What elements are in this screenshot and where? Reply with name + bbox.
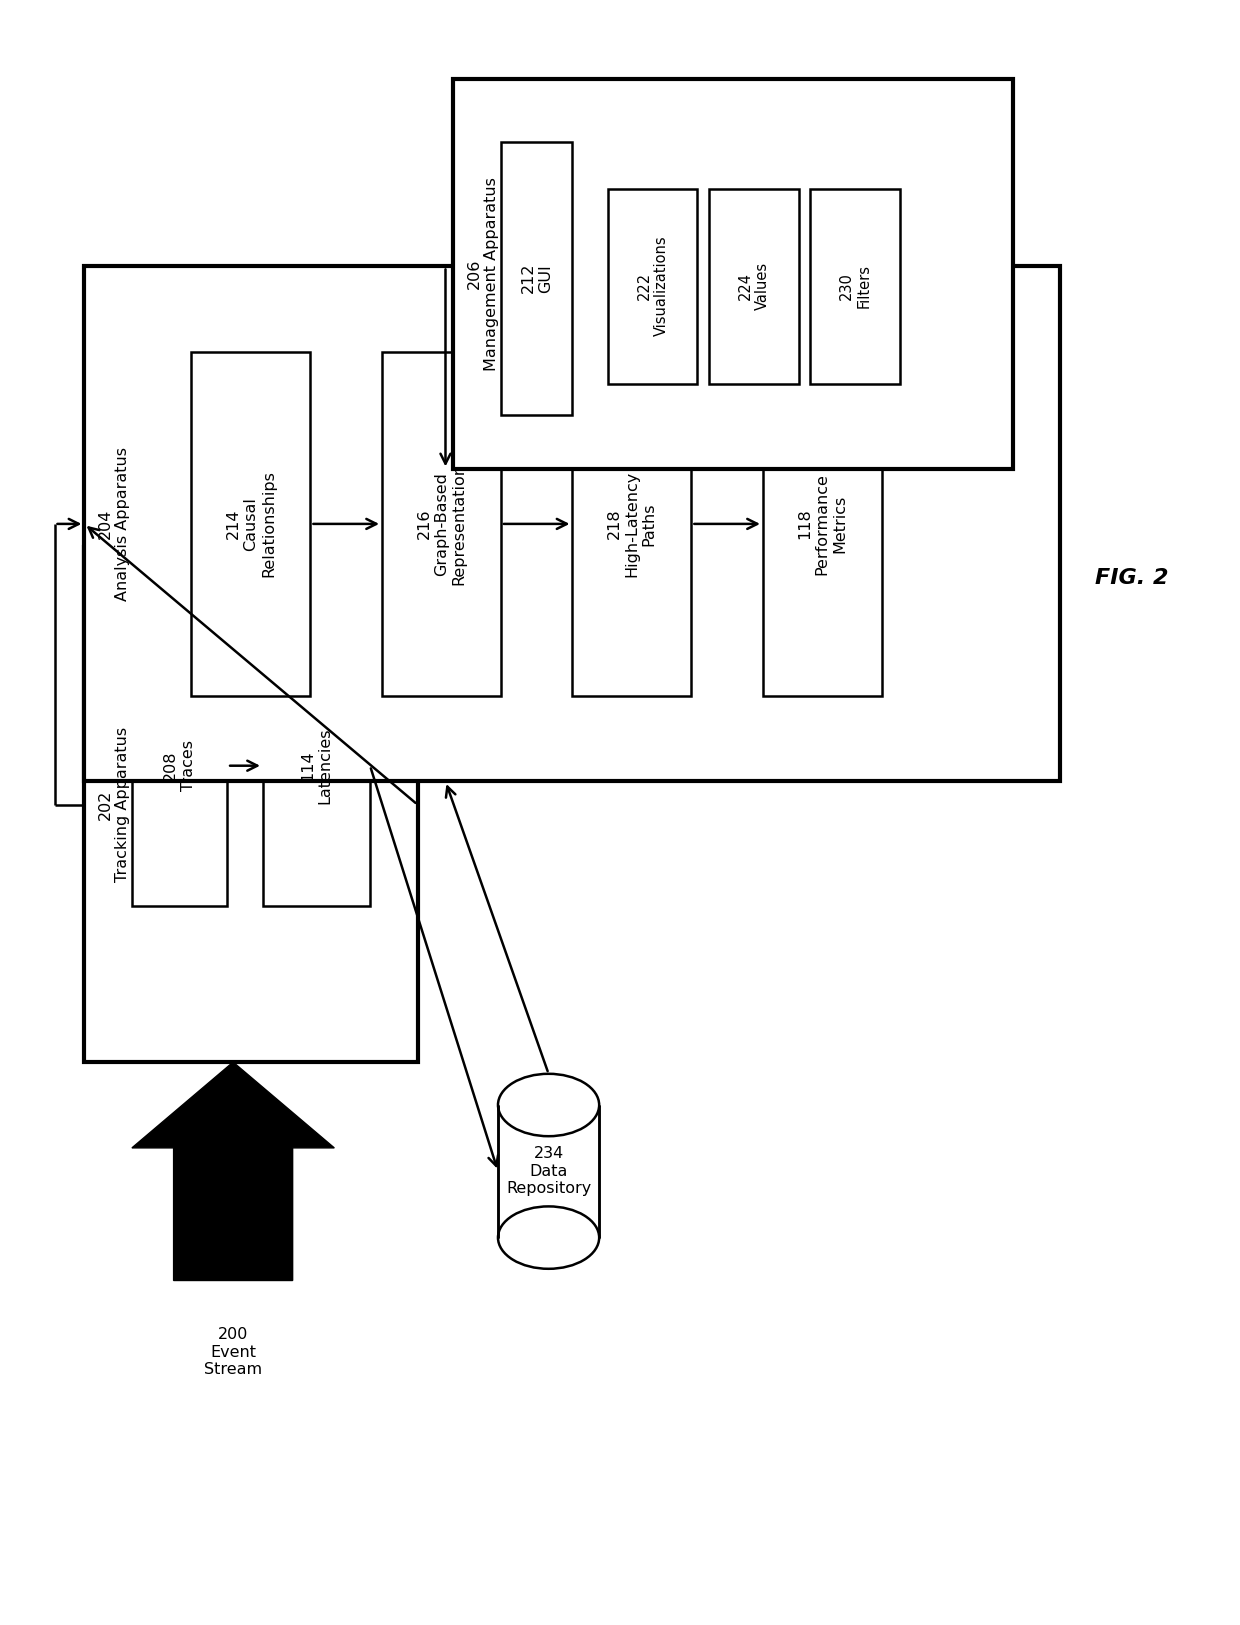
Bar [501,141,573,414]
Ellipse shape [498,1074,599,1136]
Text: 200
Event
Stream: 200 Event Stream [205,1328,262,1376]
Ellipse shape [498,1206,599,1269]
Text: 234
Data
Repository: 234 Data Repository [506,1146,591,1196]
Text: 206
Management Apparatus: 206 Management Apparatus [467,177,500,370]
Text: 208
Traces: 208 Traces [164,741,196,791]
Bar [191,353,310,696]
Text: 114
Latencies: 114 Latencies [300,728,332,804]
Polygon shape [131,1063,335,1280]
Bar [811,188,900,384]
Bar [763,353,882,696]
Text: 212
GUI: 212 GUI [521,263,553,294]
Bar [84,548,418,1063]
Bar [709,188,799,384]
Bar [573,353,692,696]
Text: 216
Graph-Based
Representation: 216 Graph-Based Representation [417,463,466,585]
Bar [454,80,1013,470]
Text: 204
Analysis Apparatus: 204 Analysis Apparatus [98,447,130,601]
Text: 214
Causal
Relationships: 214 Causal Relationships [226,471,275,577]
Text: 118
Performance
Metrics: 118 Performance Metrics [797,473,847,575]
Text: 202
Tracking Apparatus: 202 Tracking Apparatus [98,726,130,882]
Bar [608,188,697,384]
Bar [84,266,1060,782]
Bar [131,626,227,907]
Text: 218
High-Latency
Paths: 218 High-Latency Paths [608,471,657,577]
Text: FIG. 2: FIG. 2 [1095,569,1168,588]
Bar [498,1105,599,1238]
Text: 222
Visualizations: 222 Visualizations [636,236,668,336]
Text: 230
Filters: 230 Filters [839,263,872,309]
Text: 224
Values: 224 Values [738,262,770,310]
Bar [263,626,370,907]
Bar [382,353,501,696]
